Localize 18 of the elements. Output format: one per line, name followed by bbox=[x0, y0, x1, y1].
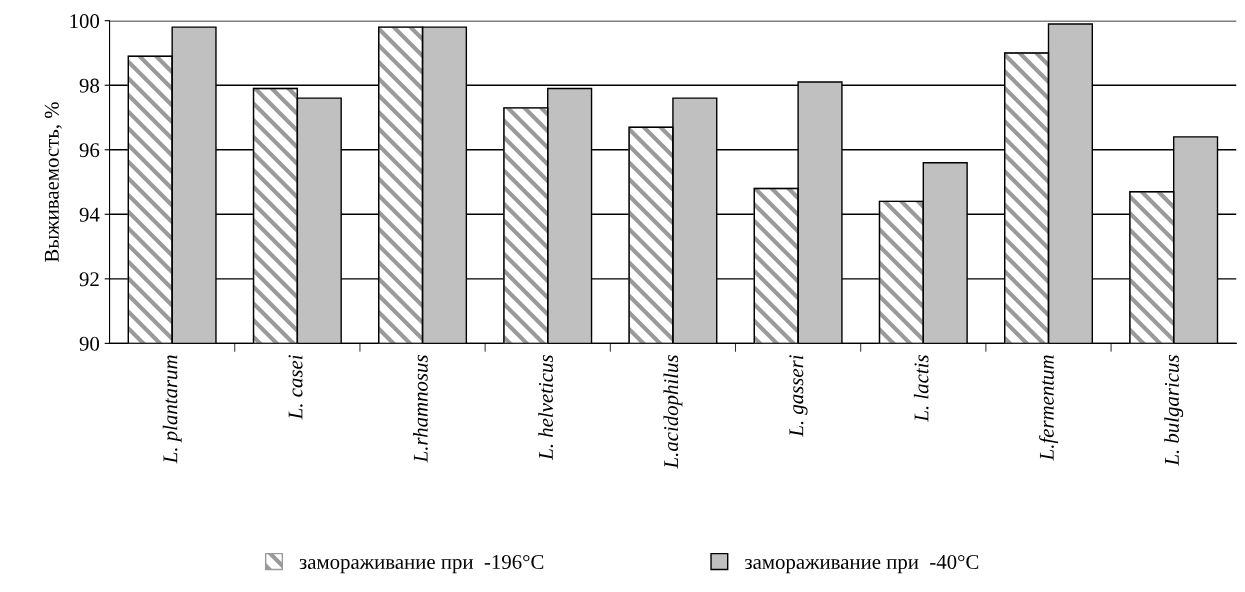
x-tick-label: L. plantarum bbox=[162, 355, 182, 464]
y-tick-label: 100 bbox=[70, 14, 100, 29]
x-tick-label: L. casei bbox=[288, 355, 303, 420]
y-tick-label: 98 bbox=[79, 78, 100, 93]
x-tick-label: L.rhamnosus bbox=[413, 355, 428, 463]
x-tick-label: L.fermentum bbox=[1038, 355, 1059, 461]
x-tick-label: L. gasseri bbox=[789, 355, 808, 437]
y-axis-title: Выживаемость, % bbox=[44, 102, 62, 263]
y-tick-label: 90 bbox=[79, 336, 100, 351]
legend-label: замораживание при -196°C bbox=[299, 554, 544, 574]
legend-label: замораживание при -40°C bbox=[744, 554, 979, 574]
x-tick-label: L. helveticus bbox=[538, 355, 554, 461]
x-tick-label: L.acidophilus bbox=[663, 355, 683, 469]
y-tick-label: 94 bbox=[79, 207, 100, 222]
x-tick-label: L. lactis bbox=[913, 355, 929, 422]
y-tick-label: 96 bbox=[79, 143, 100, 158]
x-tick-label: L. bulgaricus bbox=[1164, 355, 1184, 466]
y-tick-label: 92 bbox=[79, 272, 99, 287]
